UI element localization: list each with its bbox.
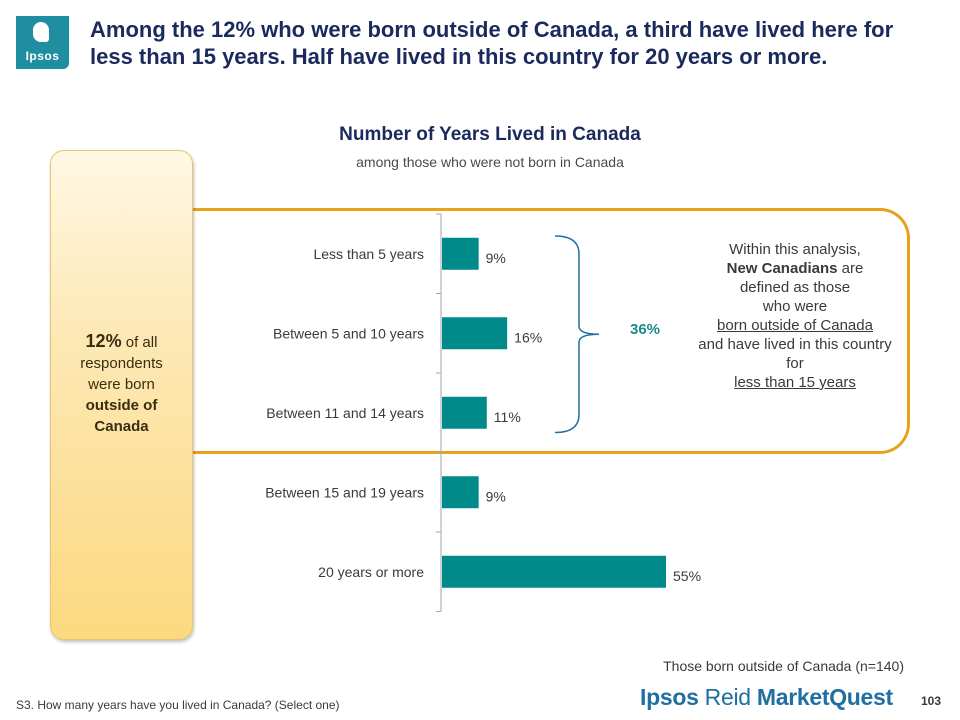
summary-percent: 12% (85, 331, 122, 351)
bar (442, 555, 666, 588)
category-label: Between 15 and 19 years (265, 484, 424, 500)
summary-pill: 12% of all respondents were born outside… (50, 150, 193, 640)
summary-line1: of all respondents were born (80, 334, 163, 393)
bar (442, 237, 479, 270)
value-label: 9% (486, 250, 506, 266)
value-label: 11% (494, 409, 521, 425)
brand-part3: MarketQuest (756, 684, 893, 710)
category-label: 20 years or more (318, 564, 424, 580)
callout-are: are (837, 260, 864, 277)
brand-part2: Reid (704, 684, 751, 710)
group-bracket (554, 235, 600, 434)
chart-title: Number of Years Lived in Canada (339, 124, 641, 145)
value-label: 16% (514, 329, 542, 345)
base-note: Those born outside of Canada (n=140) (663, 658, 904, 674)
bar (442, 317, 508, 350)
value-label: 9% (486, 488, 506, 504)
bar (442, 476, 479, 509)
definition-callout: Within this analysis, New Canadians are … (690, 240, 900, 392)
callout-line5: and have lived in this country for (698, 336, 892, 372)
brand-part1: Ipsos (640, 684, 699, 710)
value-label: 55% (673, 568, 701, 584)
chart-subtitle: among those who were not born in Canada (356, 154, 624, 170)
summary-line2: outside of Canada (85, 397, 158, 435)
question-footnote: S3. How many years have you lived in Can… (16, 698, 340, 712)
bracket-total-label: 36% (630, 321, 661, 338)
bar (442, 396, 487, 429)
brand-wordmark: Ipsos Reid MarketQuest (640, 684, 893, 711)
logo-mark-icon (33, 22, 49, 42)
callout-underlined1: born outside of Canada (717, 317, 873, 334)
callout-line1: Within this analysis, (729, 241, 861, 258)
callout-underlined2: less than 15 years (734, 374, 856, 391)
logo-text: Ipsos (25, 49, 60, 63)
summary-pill-text: 12% of all respondents were born outside… (51, 331, 192, 437)
callout-line3: defined as those (739, 279, 851, 296)
category-label: Between 5 and 10 years (273, 325, 424, 341)
callout-bold-term: New Canadians (726, 260, 838, 277)
category-label: Between 11 and 14 years (266, 405, 424, 421)
ipsos-logo: Ipsos (16, 16, 69, 69)
callout-line2: New Canadians are (690, 259, 900, 278)
callout-line4: who were (762, 298, 828, 315)
slide-headline: Among the 12% who were born outside of C… (90, 17, 894, 69)
page-number: 103 (921, 694, 942, 708)
category-label: Less than 5 years (313, 246, 424, 262)
highlight-frame (150, 208, 910, 454)
